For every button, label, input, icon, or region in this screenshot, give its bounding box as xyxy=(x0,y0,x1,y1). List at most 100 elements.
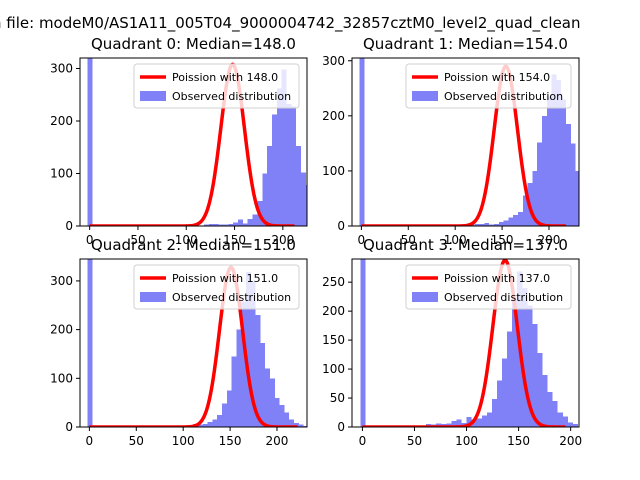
x-tick-label: 0 xyxy=(358,233,366,247)
histogram-bar xyxy=(489,224,494,226)
y-tick-label: 100 xyxy=(322,362,345,376)
histogram-bar xyxy=(451,421,457,427)
histogram-bar xyxy=(284,412,290,427)
histogram-bar xyxy=(252,214,258,226)
histogram-bar xyxy=(289,419,295,427)
histogram-bar xyxy=(291,106,297,226)
x-tick-label: 200 xyxy=(538,233,561,247)
histogram-bar xyxy=(279,405,285,427)
legend: Poission with 148.0 Observed distribution xyxy=(133,63,300,109)
histogram-bar xyxy=(496,380,503,427)
histogram-bar xyxy=(575,170,579,226)
histogram-bar xyxy=(301,172,306,226)
legend-bar-swatch xyxy=(140,292,166,302)
axes-frame xyxy=(79,258,308,428)
histogram-bar xyxy=(228,223,234,226)
histogram-bar xyxy=(508,217,514,226)
histogram-bar xyxy=(221,403,227,427)
legend-bar-label: Observed distribution xyxy=(172,90,291,103)
histogram-bar xyxy=(207,422,213,427)
x-tick-label: 100 xyxy=(175,233,198,247)
histogram-bar xyxy=(476,418,482,427)
y-tick-label: 0 xyxy=(65,420,73,434)
x-tick-label: 100 xyxy=(172,434,195,448)
chart-title: Quadrant 1: Median=154.0 xyxy=(363,35,568,53)
y-tick-label: 0 xyxy=(65,219,73,233)
chart-title: Quadrant 0: Median=148.0 xyxy=(91,35,296,53)
histogram-bar xyxy=(484,223,490,226)
y-tick-label: 50 xyxy=(330,391,345,405)
legend-bar-label: Observed distribution xyxy=(444,291,563,304)
histogram-bar xyxy=(502,358,508,427)
x-tick-label: 50 xyxy=(129,434,144,448)
histogram-bar xyxy=(262,173,268,226)
histogram-bar xyxy=(609,225,614,226)
legend-line-label: Poission with 148.0 xyxy=(172,71,278,84)
histogram-bar xyxy=(247,219,253,226)
plot-area xyxy=(360,259,578,427)
histogram-bar xyxy=(532,323,538,427)
histogram-bar xyxy=(537,142,543,226)
histogram-bar xyxy=(359,58,365,226)
legend-bar-swatch xyxy=(412,292,438,302)
legend-line-label: Poission with 154.0 xyxy=(444,71,550,84)
histogram-bar xyxy=(562,416,568,427)
poisson-curve xyxy=(361,259,567,427)
x-tick-label: 50 xyxy=(130,233,145,247)
histogram-bar xyxy=(471,419,477,427)
chart-quadrant-3: 0 50 100 150 200 0 50 100 150 200 250 Quadrant 3: M… xyxy=(322,236,582,448)
histogram-bar xyxy=(551,74,557,226)
y-tick-label: 200 xyxy=(322,304,345,318)
histogram-bar xyxy=(245,272,251,427)
histogram-bar xyxy=(281,69,287,226)
plot-area xyxy=(87,259,307,427)
legend-bar-label: Observed distribution xyxy=(172,291,291,304)
histogram-bar xyxy=(595,209,600,226)
histogram-bar xyxy=(286,104,292,226)
x-tick-label: 150 xyxy=(219,434,242,448)
histogram-bar xyxy=(493,223,499,226)
legend-bar-label: Observed distribution xyxy=(444,90,563,103)
histogram-bar xyxy=(298,424,304,427)
histogram-bar xyxy=(270,378,275,427)
y-tick-label: 0 xyxy=(337,420,345,434)
legend-bar-swatch xyxy=(140,91,166,101)
histogram-bar xyxy=(197,424,203,427)
x-tick-label: 50 xyxy=(407,434,422,448)
histogram-bar xyxy=(294,423,299,427)
histogram-bar xyxy=(217,414,222,427)
histogram-bar xyxy=(274,397,280,427)
histogram-bar xyxy=(542,115,547,226)
histogram-bar xyxy=(580,182,585,226)
histogram-bar xyxy=(498,222,504,226)
legend: Poission with 151.0 Observed distribution xyxy=(133,264,300,310)
legend-box xyxy=(405,264,572,310)
histogram-bar xyxy=(87,259,93,427)
legend: Poission with 154.0 Observed distribution xyxy=(405,63,572,109)
x-tick-label: 150 xyxy=(223,233,246,247)
histogram-bar xyxy=(325,221,330,226)
histogram-bar xyxy=(507,331,513,427)
x-tick-label: 200 xyxy=(266,434,289,448)
y-tick-label: 250 xyxy=(322,275,345,289)
histogram-bar xyxy=(532,170,538,226)
axes-frame xyxy=(351,258,580,428)
histogram-bar xyxy=(233,222,239,226)
histogram-bar xyxy=(330,224,335,226)
histogram-bar xyxy=(486,412,492,427)
axes-frame xyxy=(79,57,308,227)
histogram-bar xyxy=(296,146,302,226)
histogram-bar xyxy=(552,400,558,427)
histogram-bar xyxy=(522,287,528,427)
histogram-bar xyxy=(242,223,248,226)
histogram-bar xyxy=(208,223,214,226)
histogram-bar xyxy=(265,368,271,427)
y-tick-label: 100 xyxy=(50,371,73,385)
histogram-bar xyxy=(231,356,237,427)
histogram-bar xyxy=(604,222,609,226)
histogram-bar xyxy=(537,352,543,427)
histogram-bar xyxy=(512,299,518,427)
legend-box xyxy=(405,63,572,109)
x-tick-label: 0 xyxy=(86,233,94,247)
